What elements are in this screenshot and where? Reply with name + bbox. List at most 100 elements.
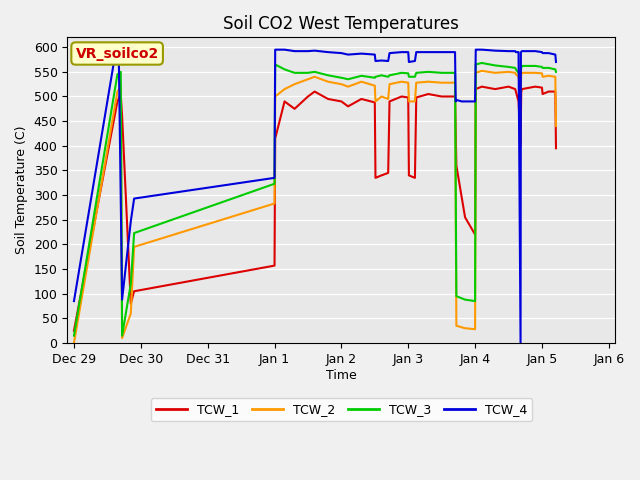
TCW_3 bbox=[538, 64, 546, 70]
TCW_3 bbox=[539, 65, 547, 71]
TCW_2 bbox=[372, 98, 380, 104]
TCW_1 bbox=[344, 104, 352, 109]
TCW_4 bbox=[371, 52, 379, 58]
TCW_4 bbox=[515, 49, 522, 55]
TCW_2 bbox=[461, 325, 469, 331]
TCW_1 bbox=[478, 84, 486, 89]
TCW_1 bbox=[378, 172, 385, 178]
TCW_3 bbox=[478, 60, 486, 66]
TCW_2 bbox=[358, 79, 365, 84]
TCW_4 bbox=[271, 47, 279, 52]
TCW_2 bbox=[545, 73, 552, 79]
TCW_4 bbox=[478, 47, 486, 52]
TCW_4 bbox=[517, 49, 525, 55]
TCW_3 bbox=[505, 64, 513, 70]
TCW_2 bbox=[304, 76, 312, 82]
TCW_2 bbox=[131, 244, 138, 250]
TCW_4 bbox=[545, 50, 552, 56]
TCW_4 bbox=[511, 48, 519, 54]
TCW_1 bbox=[515, 98, 522, 104]
TCW_4 bbox=[70, 298, 78, 304]
TCW_3 bbox=[461, 297, 469, 302]
TCW_2 bbox=[552, 74, 559, 80]
TCW_3 bbox=[438, 70, 445, 76]
X-axis label: Time: Time bbox=[326, 369, 356, 382]
TCW_2 bbox=[70, 340, 78, 346]
TCW_3 bbox=[291, 70, 298, 76]
TCW_4 bbox=[311, 48, 319, 54]
TCW_3 bbox=[452, 293, 460, 299]
TCW_4 bbox=[344, 52, 352, 58]
TCW_1 bbox=[516, 143, 524, 149]
TCW_1 bbox=[131, 288, 138, 294]
TCW_2 bbox=[117, 84, 125, 89]
TCW_2 bbox=[451, 80, 459, 85]
TCW_4 bbox=[531, 48, 539, 54]
TCW_3 bbox=[117, 69, 125, 75]
TCW_1 bbox=[397, 94, 405, 99]
TCW_1 bbox=[358, 96, 365, 102]
TCW_1 bbox=[451, 94, 459, 99]
TCW_1 bbox=[386, 98, 394, 104]
TCW_4 bbox=[539, 50, 547, 56]
TCW_2 bbox=[324, 79, 332, 84]
TCW_2 bbox=[291, 81, 298, 87]
TCW_2 bbox=[424, 79, 432, 84]
TCW_3 bbox=[337, 75, 345, 81]
TCW_1 bbox=[372, 175, 380, 181]
TCW_1 bbox=[118, 113, 126, 119]
TCW_1 bbox=[271, 135, 279, 141]
TCW_4 bbox=[411, 58, 419, 64]
TCW_3 bbox=[371, 75, 379, 81]
TCW_1 bbox=[552, 89, 559, 95]
TCW_3 bbox=[512, 67, 520, 72]
TCW_1 bbox=[337, 98, 345, 104]
TCW_2 bbox=[471, 326, 479, 332]
TCW_4 bbox=[397, 49, 405, 55]
Text: VR_soilco2: VR_soilco2 bbox=[76, 47, 159, 60]
TCW_3 bbox=[304, 70, 312, 76]
TCW_3 bbox=[344, 76, 352, 82]
TCW_2 bbox=[538, 71, 546, 76]
TCW_4 bbox=[324, 49, 332, 55]
TCW_1 bbox=[538, 85, 546, 91]
TCW_1 bbox=[518, 86, 525, 92]
TCW_3 bbox=[545, 65, 552, 71]
TCW_1 bbox=[281, 98, 289, 104]
TCW_2 bbox=[344, 84, 352, 89]
TCW_1 bbox=[424, 91, 432, 97]
TCW_3 bbox=[271, 181, 278, 187]
TCW_4 bbox=[412, 49, 420, 55]
Line: TCW_3: TCW_3 bbox=[74, 63, 556, 336]
TCW_2 bbox=[397, 79, 405, 84]
Line: TCW_1: TCW_1 bbox=[74, 86, 556, 331]
TCW_4 bbox=[291, 48, 298, 54]
TCW_3 bbox=[358, 73, 365, 79]
TCW_3 bbox=[517, 65, 525, 71]
TCW_2 bbox=[517, 72, 525, 77]
TCW_2 bbox=[552, 123, 560, 129]
TCW_3 bbox=[516, 72, 524, 77]
TCW_2 bbox=[385, 96, 392, 102]
TCW_2 bbox=[515, 74, 522, 80]
TCW_3 bbox=[411, 74, 419, 80]
TCW_4 bbox=[452, 97, 460, 103]
TCW_3 bbox=[372, 74, 380, 80]
TCW_3 bbox=[131, 230, 138, 236]
TCW_1 bbox=[539, 91, 547, 97]
TCW_3 bbox=[70, 333, 78, 338]
TCW_4 bbox=[271, 175, 278, 181]
TCW_4 bbox=[424, 49, 432, 55]
TCW_3 bbox=[471, 298, 479, 304]
TCW_4 bbox=[131, 196, 138, 202]
TCW_1 bbox=[127, 300, 134, 306]
Line: TCW_4: TCW_4 bbox=[74, 49, 556, 343]
TCW_1 bbox=[517, 90, 525, 96]
TCW_3 bbox=[511, 65, 519, 71]
TCW_2 bbox=[411, 98, 419, 104]
TCW_4 bbox=[458, 98, 465, 104]
TCW_3 bbox=[515, 70, 522, 76]
TCW_4 bbox=[304, 48, 312, 54]
TCW_4 bbox=[111, 50, 119, 56]
Legend: TCW_1, TCW_2, TCW_3, TCW_4: TCW_1, TCW_2, TCW_3, TCW_4 bbox=[150, 398, 532, 421]
